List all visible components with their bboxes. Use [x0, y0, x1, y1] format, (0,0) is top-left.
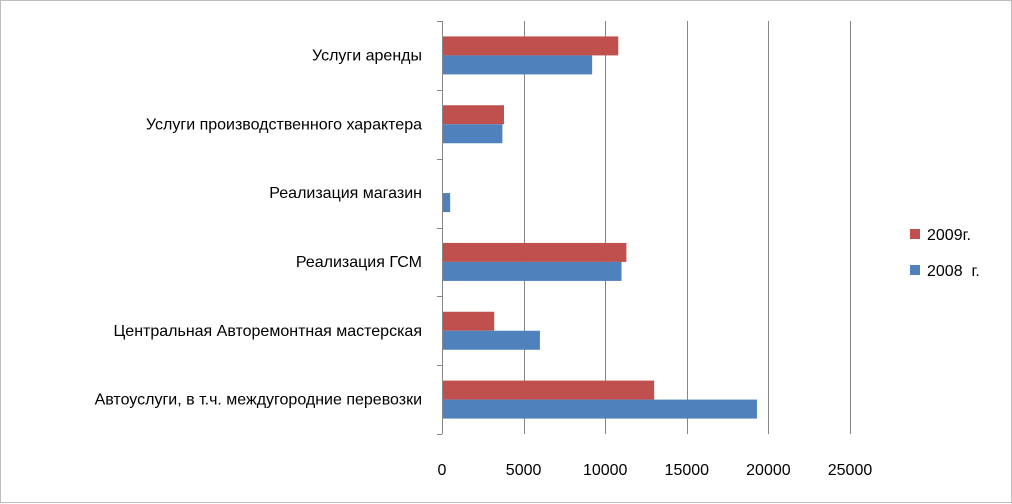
x-tick-label: 0 — [438, 462, 447, 479]
category-label: Услуги производственного характера — [146, 116, 422, 133]
x-tick-label: 20000 — [746, 462, 791, 479]
category-labels: Услуги аренды Услуги производственного ха… — [95, 47, 422, 408]
bar-series-2 — [443, 399, 757, 419]
bar-series-1 — [443, 311, 495, 331]
tick-labels: 0 5000 10000 15000 20000 25000 — [438, 462, 873, 479]
bar-series-1 — [443, 242, 627, 262]
x-tick-label: 5000 — [506, 462, 542, 479]
x-tick-label: 25000 — [828, 462, 873, 479]
bar-series-1 — [443, 380, 655, 400]
bars — [443, 36, 757, 419]
category-label: Услуги аренды — [312, 47, 422, 64]
category-label: Реализация магазин — [269, 185, 422, 202]
bar-series-2 — [443, 193, 451, 213]
legend: 2009г. 2008 г. — [910, 227, 980, 280]
x-tick-label: 15000 — [665, 462, 710, 479]
bar-series-2 — [443, 330, 540, 350]
gridlines — [524, 21, 851, 434]
category-label: Реализация ГСМ — [296, 254, 422, 271]
bar-series-1 — [443, 105, 505, 125]
bar-series-2 — [443, 261, 622, 281]
legend-swatch — [910, 265, 920, 275]
bar-series-1 — [443, 36, 619, 56]
legend-label: 2009г. — [927, 227, 971, 244]
bar-series-2 — [443, 55, 593, 75]
legend-label: 2008 г. — [927, 263, 980, 280]
category-label: Автоуслуги, в т.ч. междугородние перевоз… — [95, 392, 422, 409]
axes — [437, 21, 443, 435]
x-tick-label: 10000 — [583, 462, 628, 479]
category-label: Центральная Авторемонтная мастерская — [113, 323, 422, 340]
bar-series-2 — [443, 124, 503, 144]
legend-swatch — [910, 229, 920, 239]
